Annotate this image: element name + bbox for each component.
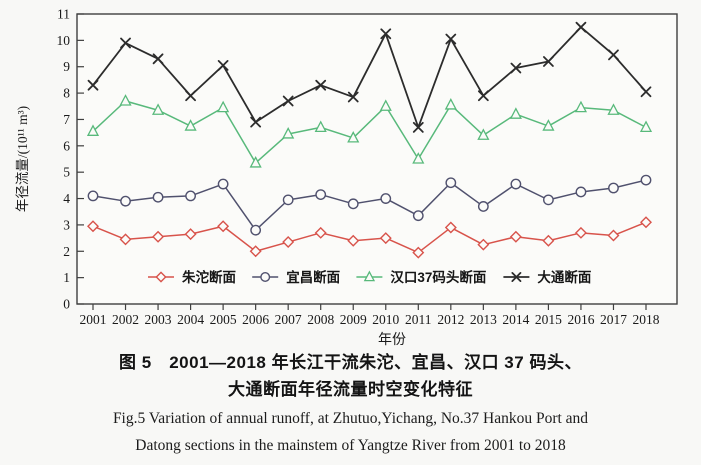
series-datong bbox=[87, 21, 652, 133]
svg-text:大通断面: 大通断面 bbox=[537, 269, 591, 285]
svg-text:4: 4 bbox=[63, 191, 70, 206]
svg-text:2007: 2007 bbox=[275, 312, 302, 327]
svg-text:2003: 2003 bbox=[145, 312, 172, 327]
svg-text:5: 5 bbox=[63, 165, 70, 180]
svg-text:2005: 2005 bbox=[210, 312, 237, 327]
svg-text:2013: 2013 bbox=[470, 312, 497, 327]
series-hankou37 bbox=[86, 94, 653, 168]
series-yichang bbox=[87, 174, 652, 236]
plot-frame bbox=[76, 13, 678, 305]
legend-item-hankou37: 汉口37码头断面 bbox=[356, 269, 487, 285]
legend-item-datong: 大通断面 bbox=[503, 269, 592, 285]
axis-titles: 年份 年径流量/(10¹¹ m³) bbox=[15, 106, 406, 348]
svg-text:2017: 2017 bbox=[600, 312, 627, 327]
svg-text:2016: 2016 bbox=[567, 312, 594, 327]
zhutuo-markers bbox=[87, 216, 652, 259]
svg-text:2010: 2010 bbox=[372, 312, 399, 327]
legend-item-yichang: 宜昌断面 bbox=[252, 269, 341, 285]
caption-zh-line2: 大通断面年径流量时空变化特征 bbox=[228, 380, 473, 399]
legend: 朱沱断面 宜昌断面 汉口37码头断面 大通断面 bbox=[148, 269, 592, 285]
svg-text:2002: 2002 bbox=[112, 312, 139, 327]
svg-text:3: 3 bbox=[63, 217, 70, 232]
yichang-markers bbox=[87, 174, 652, 236]
svg-text:2014: 2014 bbox=[502, 312, 529, 327]
svg-text:2015: 2015 bbox=[535, 312, 562, 327]
svg-text:宜昌断面: 宜昌断面 bbox=[286, 269, 340, 285]
svg-text:7: 7 bbox=[63, 112, 70, 127]
svg-text:2011: 2011 bbox=[405, 312, 432, 327]
series-zhutuo bbox=[87, 216, 652, 259]
svg-text:2018: 2018 bbox=[633, 312, 660, 327]
svg-text:2004: 2004 bbox=[177, 312, 204, 327]
svg-text:朱沱断面: 朱沱断面 bbox=[182, 269, 236, 285]
x-axis: 2001 2002 2003 2004 2005 2006 2007 2008 2009 2010… bbox=[80, 304, 660, 327]
svg-text:0: 0 bbox=[63, 297, 70, 312]
y-axis: 0 1 2 3 4 5 6 7 8 9 10 11 bbox=[57, 7, 84, 312]
svg-text:汉口37码头断面: 汉口37码头断面 bbox=[390, 269, 487, 285]
svg-text:11: 11 bbox=[57, 7, 70, 22]
svg-text:8: 8 bbox=[63, 86, 70, 101]
svg-text:2009: 2009 bbox=[340, 312, 367, 327]
hankou37-markers bbox=[86, 94, 653, 168]
svg-text:2001: 2001 bbox=[80, 312, 107, 327]
datong-markers bbox=[87, 21, 652, 133]
svg-text:9: 9 bbox=[63, 59, 70, 74]
caption-zh-line1: 图 5 2001—2018 年长江干流朱沱、宜昌、汉口 37 码头、 bbox=[119, 353, 582, 372]
y-axis-title: 年径流量/(10¹¹ m³) bbox=[15, 106, 30, 212]
svg-text:10: 10 bbox=[57, 33, 71, 48]
caption-en-line2: Datong sections in the mainstem of Yangt… bbox=[135, 437, 566, 454]
svg-text:2006: 2006 bbox=[242, 312, 269, 327]
caption-en-line1: Fig.5 Variation of annual runoff, at Zhu… bbox=[112, 410, 589, 427]
svg-text:6: 6 bbox=[63, 138, 70, 153]
svg-text:1: 1 bbox=[63, 270, 70, 285]
svg-text:2: 2 bbox=[63, 244, 70, 259]
svg-text:2012: 2012 bbox=[437, 312, 464, 327]
svg-text:2008: 2008 bbox=[307, 312, 334, 327]
legend-item-zhutuo: 朱沱断面 bbox=[148, 269, 236, 285]
x-axis-title: 年份 bbox=[378, 332, 406, 348]
